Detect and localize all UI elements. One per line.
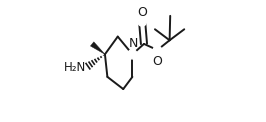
Text: H₂N: H₂N	[63, 61, 86, 74]
Text: O: O	[137, 6, 147, 19]
Circle shape	[153, 46, 161, 54]
Text: N: N	[129, 37, 138, 50]
Circle shape	[138, 18, 146, 26]
Circle shape	[128, 50, 137, 59]
Text: O: O	[152, 55, 162, 68]
Polygon shape	[90, 42, 105, 54]
